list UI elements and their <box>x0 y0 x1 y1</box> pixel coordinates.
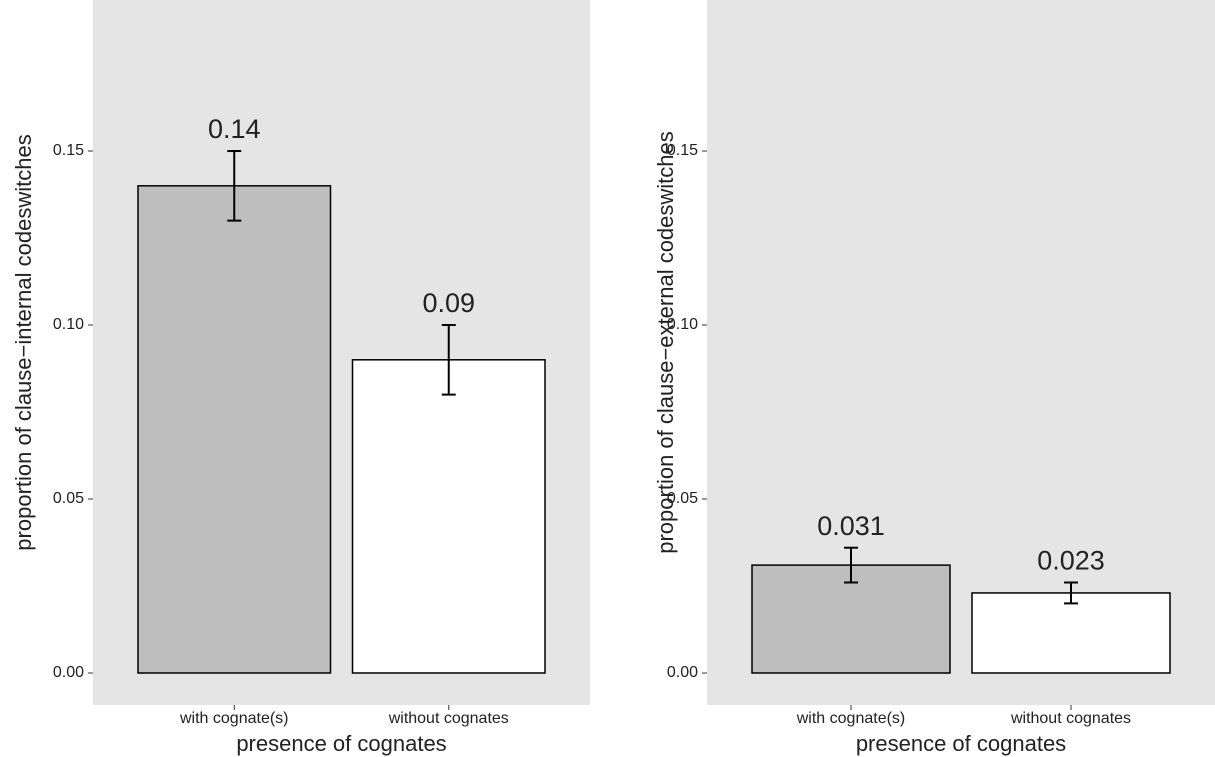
x-tick-label: without cognates <box>388 710 509 727</box>
y-tick-label: 0.15 <box>53 142 84 159</box>
y-tick-label: 0.10 <box>667 316 698 333</box>
value-label: 0.031 <box>817 511 885 541</box>
y-tick-label: 0.05 <box>667 490 698 507</box>
bar <box>137 185 332 674</box>
y-axis-title: proportion of clause−external codeswitch… <box>653 131 678 554</box>
bar <box>351 359 546 674</box>
value-label: 0.09 <box>422 288 475 318</box>
y-tick-label: 0.15 <box>667 142 698 159</box>
value-label: 0.14 <box>208 114 261 144</box>
bar <box>971 592 1171 674</box>
y-axis-title: proportion of clause−internal codeswitch… <box>11 134 36 550</box>
value-label: 0.023 <box>1037 546 1105 576</box>
x-tick-label: with cognate(s) <box>179 710 289 727</box>
x-axis-title: presence of cognates <box>236 731 446 756</box>
y-tick-label: 0.05 <box>53 490 84 507</box>
y-tick-label: 0.10 <box>53 316 84 333</box>
y-tick-label: 0.00 <box>667 664 698 681</box>
x-tick-label: with cognate(s) <box>796 710 906 727</box>
x-axis-title: presence of cognates <box>856 731 1066 756</box>
y-tick-label: 0.00 <box>53 664 84 681</box>
x-tick-label: without cognates <box>1010 710 1131 727</box>
